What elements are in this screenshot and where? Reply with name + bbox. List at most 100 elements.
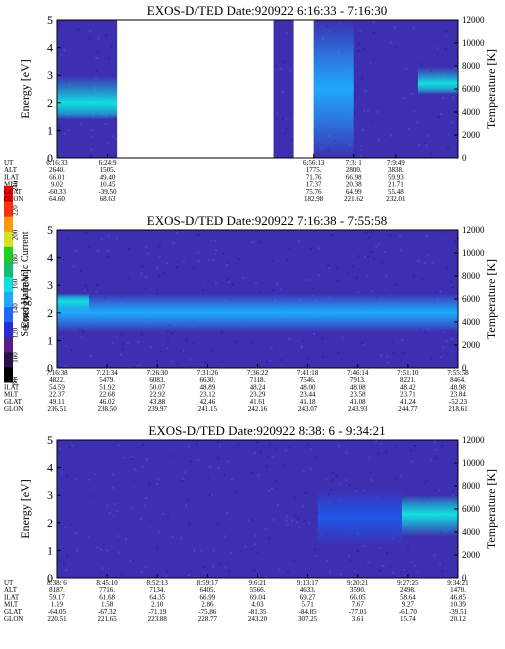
noise-cell xyxy=(88,245,91,248)
noise-cell xyxy=(79,122,82,125)
noise-cell xyxy=(145,245,148,248)
table-cell: 48.98 xyxy=(450,383,466,391)
noise-cell xyxy=(133,365,136,368)
noise-cell xyxy=(95,291,98,294)
noise-cell xyxy=(197,251,200,254)
y2-tick-label: 10000 xyxy=(462,248,485,258)
table-cell: 7:3: 1 xyxy=(346,159,363,167)
table-cell: 54.59 xyxy=(49,383,65,391)
y-tick-label: 4 xyxy=(47,41,53,55)
noise-cell xyxy=(383,251,386,254)
noise-cell xyxy=(229,552,232,555)
noise-cell xyxy=(395,46,398,49)
noise-cell xyxy=(190,569,193,572)
noise-cell xyxy=(165,570,168,573)
intensity-region xyxy=(401,495,458,537)
noise-cell xyxy=(391,340,394,343)
colorbar-label: Second Harmonic Current xyxy=(20,231,31,336)
noise-cell xyxy=(364,255,367,258)
table-cell: 1470. xyxy=(450,586,466,594)
table-cell: 218.61 xyxy=(448,405,468,413)
noise-cell xyxy=(425,235,428,237)
noise-cell xyxy=(120,353,122,356)
noise-cell xyxy=(64,526,67,529)
noise-cell xyxy=(368,456,371,459)
noise-cell xyxy=(373,258,376,261)
noise-cell xyxy=(442,97,445,99)
table-cell: -81.35 xyxy=(248,608,267,616)
noise-cell xyxy=(185,504,187,507)
table-cell: -77.01 xyxy=(349,608,368,616)
table-cell: 9:6:21 xyxy=(249,579,267,587)
y2-tick-label: 6000 xyxy=(462,294,481,304)
colorbar-segment xyxy=(4,201,13,217)
noise-cell xyxy=(217,457,220,460)
table-cell: 41.24 xyxy=(400,398,416,406)
noise-cell xyxy=(446,353,449,355)
table-cell: 2498. xyxy=(400,586,416,594)
noise-cell xyxy=(221,331,223,334)
table-cell: 48.24 xyxy=(250,383,266,391)
noise-cell xyxy=(239,550,242,553)
noise-cell xyxy=(336,266,339,269)
noise-cell xyxy=(228,570,231,573)
table-cell: 3838. xyxy=(388,166,404,174)
noise-cell xyxy=(368,237,371,239)
noise-cell xyxy=(303,519,306,522)
noise-cell xyxy=(402,352,405,355)
table-cell: 50.07 xyxy=(149,383,165,391)
noise-cell xyxy=(140,571,143,574)
table-cell: 8:45:10 xyxy=(96,579,118,587)
noise-cell xyxy=(335,474,338,477)
noise-cell xyxy=(403,568,406,571)
noise-cell xyxy=(291,139,294,142)
noise-cell xyxy=(110,45,113,48)
noise-cell xyxy=(125,538,127,541)
table-cell: 69.04 xyxy=(250,593,266,601)
table-cell: 46.85 xyxy=(450,593,466,601)
noise-cell xyxy=(242,276,245,279)
colorbar-segment xyxy=(4,306,13,323)
table-cell: 220.51 xyxy=(47,615,67,623)
table-cell: 2.10 xyxy=(151,601,164,609)
noise-cell xyxy=(372,21,375,24)
noise-cell xyxy=(358,50,360,52)
noise-cell xyxy=(314,456,317,459)
table-cell: 23.44 xyxy=(300,391,316,399)
noise-cell xyxy=(310,248,313,250)
y2-tick-label: 4000 xyxy=(462,107,481,117)
noise-cell xyxy=(276,112,279,115)
noise-cell xyxy=(312,287,315,290)
noise-cell xyxy=(58,126,61,129)
table-cell: 182.98 xyxy=(304,195,324,203)
table-cell: 10.39 xyxy=(450,601,466,609)
noise-cell xyxy=(214,239,217,242)
noise-cell xyxy=(446,267,449,270)
noise-cell xyxy=(250,547,253,550)
table-row-label: ALT xyxy=(4,586,18,594)
table-cell: 41.18 xyxy=(300,398,316,406)
table-cell: 20.38 xyxy=(346,181,362,189)
noise-cell xyxy=(339,573,342,576)
noise-cell xyxy=(357,42,360,45)
noise-cell xyxy=(130,458,133,460)
y2-tick-label: 0 xyxy=(462,573,467,583)
noise-cell xyxy=(214,252,217,255)
noise-cell xyxy=(206,279,209,282)
noise-cell xyxy=(436,47,439,50)
noise-cell xyxy=(89,355,92,357)
noise-cell xyxy=(284,449,287,452)
noise-cell xyxy=(123,456,125,459)
noise-cell xyxy=(64,132,67,135)
table-cell: 6:56:13 xyxy=(303,159,325,167)
noise-cell xyxy=(215,249,218,251)
table-cell: 21.71 xyxy=(388,181,404,189)
noise-cell xyxy=(180,537,183,540)
table-cell: 58.64 xyxy=(400,593,416,601)
table-cell: 7:46:14 xyxy=(347,369,369,377)
noise-cell xyxy=(253,452,256,454)
table-cell: 55.48 xyxy=(388,188,404,196)
noise-cell xyxy=(219,445,222,448)
table-row-label: UT xyxy=(4,159,14,167)
noise-cell xyxy=(88,478,91,481)
